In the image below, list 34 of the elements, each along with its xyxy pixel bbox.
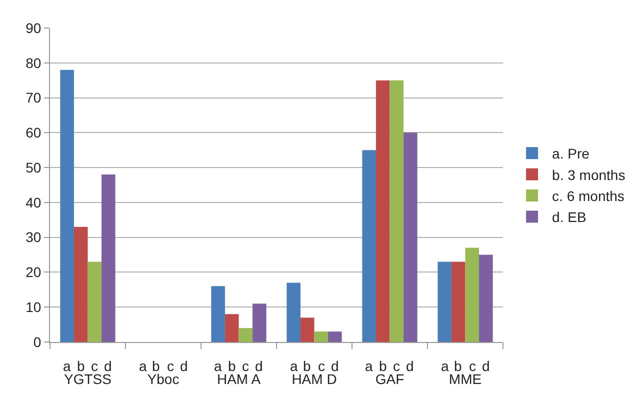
bar [376, 80, 390, 342]
y-tick-label: 80 [26, 54, 42, 71]
bar [238, 328, 253, 342]
bar [252, 304, 266, 342]
y-tick-label: 30 [26, 229, 42, 246]
bar [404, 132, 418, 342]
y-tick-label: 40 [26, 194, 42, 210]
bar [362, 150, 376, 342]
legend-label: a. Pre [552, 146, 590, 162]
bar [74, 226, 88, 342]
y-tick-label: 10 [26, 299, 42, 316]
y-tick-label: 0 [33, 334, 42, 350]
y-tick-label: 20 [26, 264, 42, 280]
legend-label: d. EB [552, 209, 586, 226]
legend-label: b. 3 months [552, 166, 626, 183]
y-tick-label: 50 [26, 159, 42, 176]
legend-label: c. 6 months [552, 188, 624, 204]
bar [451, 262, 466, 342]
bar [300, 318, 314, 342]
y-tick-label: 60 [26, 124, 42, 141]
y-tick-label: 70 [26, 90, 42, 106]
bar [88, 262, 102, 342]
bar [314, 332, 328, 342]
bar [211, 286, 225, 342]
bar [465, 248, 480, 342]
bar [390, 80, 404, 342]
bar [479, 254, 493, 342]
bar [328, 332, 342, 342]
bar [438, 262, 452, 342]
y-tick-label: 90 [26, 20, 42, 36]
bar [224, 314, 239, 342]
bar [102, 174, 116, 342]
bar [286, 282, 300, 342]
bar [60, 70, 74, 342]
